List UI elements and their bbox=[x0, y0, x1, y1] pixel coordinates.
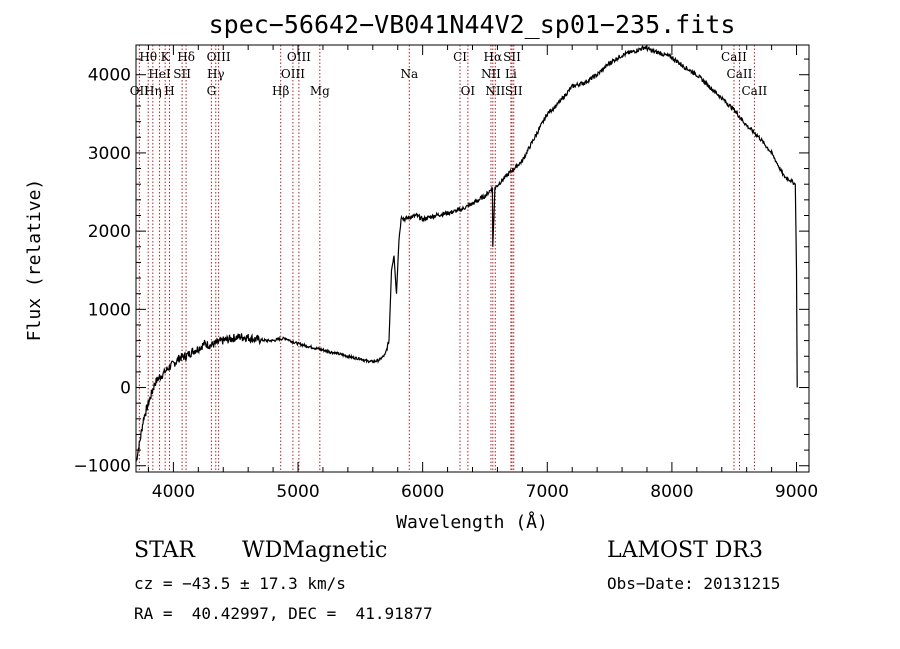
object-class: STAR bbox=[134, 538, 195, 563]
line-label: Na bbox=[400, 67, 418, 81]
y-tick-label: −1000 bbox=[73, 457, 131, 477]
spectrum-line bbox=[135, 44, 798, 462]
coordinates: RA = 40.42997, DEC = 41.91877 bbox=[134, 604, 433, 623]
spectrum-chart: spec−56642−VB041N44V2_sp01−235.fits Hθ K H… bbox=[24, 10, 818, 533]
survey-name: LAMOST DR3 bbox=[607, 538, 763, 563]
spectral-line-markers bbox=[138, 45, 755, 472]
line-label: SII bbox=[173, 67, 191, 81]
x-tick-label: 7000 bbox=[526, 482, 569, 502]
x-axis-label: Wavelength (Å) bbox=[396, 511, 548, 533]
line-label: OI bbox=[461, 84, 476, 98]
line-label: Hα bbox=[484, 50, 503, 64]
y-tick-label: 3000 bbox=[88, 144, 131, 164]
line-label: Hθ bbox=[139, 50, 157, 64]
line-label: OIII bbox=[207, 50, 231, 64]
x-axis-ticks: 4000 5000 6000 7000 8000 9000 bbox=[147, 45, 818, 502]
line-label: CaII bbox=[741, 84, 767, 98]
line-label: OIII bbox=[281, 67, 305, 81]
line-label: G bbox=[207, 84, 217, 98]
x-tick-label: 5000 bbox=[276, 482, 319, 502]
x-tick-label: 8000 bbox=[650, 482, 693, 502]
line-label: NII bbox=[481, 67, 501, 81]
plot-frame bbox=[135, 44, 810, 473]
y-tick-label: 4000 bbox=[88, 66, 131, 86]
y-tick-label: 0 bbox=[120, 379, 131, 399]
line-label: OIII bbox=[287, 50, 311, 64]
line-label: K bbox=[161, 50, 171, 64]
line-label: H bbox=[164, 84, 174, 98]
line-label: CaII bbox=[721, 50, 747, 64]
chart-title: spec−56642−VB041N44V2_sp01−235.fits bbox=[209, 10, 736, 39]
line-label: HeI bbox=[148, 67, 171, 81]
x-tick-label: 9000 bbox=[775, 482, 818, 502]
x-tick-label: 4000 bbox=[152, 482, 195, 502]
y-tick-label: 1000 bbox=[88, 300, 131, 320]
line-label: CI bbox=[453, 50, 467, 64]
line-label: SII bbox=[503, 50, 521, 64]
y-axis-label: Flux (relative) bbox=[24, 179, 45, 342]
y-axis-ticks: −1000 0 1000 2000 3000 4000 bbox=[73, 58, 809, 477]
line-label: NII bbox=[485, 84, 505, 98]
line-label: Li bbox=[505, 67, 517, 81]
x-tick-label: 6000 bbox=[401, 482, 444, 502]
line-label: Hη bbox=[144, 84, 162, 98]
object-subclass: WDMagnetic bbox=[242, 538, 388, 563]
line-label: Hβ bbox=[272, 84, 289, 98]
line-label: Hδ bbox=[177, 50, 195, 64]
line-label: OII bbox=[130, 84, 150, 98]
line-label: CaII bbox=[727, 67, 753, 81]
line-label: SII bbox=[505, 84, 523, 98]
obs-date: Obs−Date: 20131215 bbox=[607, 574, 781, 593]
redshift-text: cz = −43.5 ± 17.3 km/s bbox=[134, 574, 346, 593]
line-label: Hγ bbox=[207, 67, 225, 81]
y-tick-label: 2000 bbox=[88, 222, 131, 242]
line-label: Mg bbox=[310, 84, 330, 98]
